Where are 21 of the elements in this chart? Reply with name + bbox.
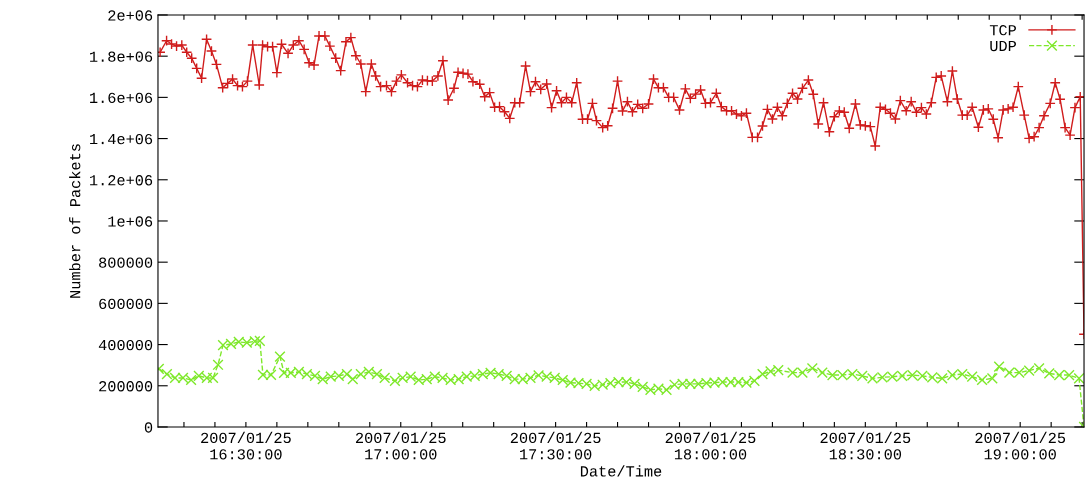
x-tick-label: 2007/01/25 19:00:00 [975,431,1066,460]
y-tick-label: 600000 [99,298,153,310]
legend-label: UDP [990,40,1016,52]
y-tick-label: 1.2e+06 [90,175,153,186]
y-tick-label: 1.8e+06 [90,51,153,62]
y-tick-label: 200000 [99,381,153,392]
x-tick-label: 2007/01/25 17:30:00 [510,431,601,460]
y-tick-label: 1e+06 [108,216,153,227]
y-tick-label: 0 [144,422,153,433]
y-tick-label: 400000 [98,339,153,351]
y-tick-label: 2e+06 [108,10,153,21]
x-tick-label: 2007/01/25 17:00:00 [355,431,446,460]
y-tick-label: 1.4e+06 [90,133,153,145]
y-tick-label: 1.6e+06 [90,92,153,104]
y-axis-title: Number of Packets [69,144,81,298]
x-tick-label: 2007/01/25 18:30:00 [820,431,911,460]
legend-label: TCP [989,24,1016,36]
x-tick-label: 2007/01/25 16:30:00 [201,431,291,460]
x-axis-title: Date/Time [580,465,662,477]
y-tick-label: 800000 [99,257,153,268]
x-tick-label: 2007/01/25 18:00:00 [665,431,756,460]
